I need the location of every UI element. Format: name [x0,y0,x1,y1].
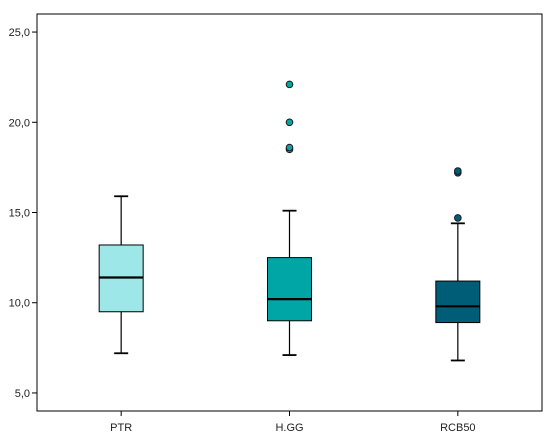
interquartile-box [435,280,481,324]
outlier-point [285,80,294,89]
x-axis: PTR H.GG RCB50 [110,411,476,434]
box-rcb50 [435,167,481,362]
outlier-point [285,143,294,152]
outlier-point [454,167,462,175]
x-tick-label: H.GG [275,422,303,434]
box-series [98,80,481,362]
y-tick-label: 10,0 [9,298,30,310]
interquartile-box [267,257,312,322]
y-axis: 5,0 10,0 15,0 20,0 25,0 [9,27,37,400]
y-tick-label: 5,0 [15,388,30,400]
outlier-point [285,118,294,127]
x-tick-label: PTR [110,422,132,434]
y-tick-label: 20,0 [9,117,30,129]
y-tick-label: 15,0 [9,208,30,220]
x-tick-label: RCB50 [440,422,475,434]
box-h-gg [267,80,312,356]
y-tick-label: 25,0 [9,27,30,39]
outlier-point [454,214,462,222]
box-ptr [98,195,144,355]
